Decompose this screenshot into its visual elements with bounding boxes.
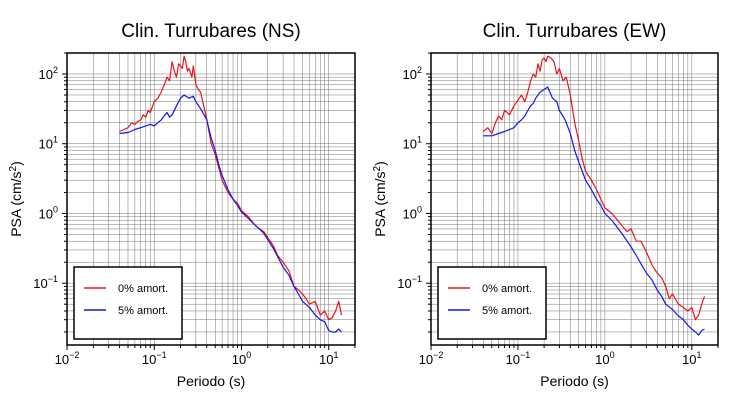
y-tick-label: 101 <box>403 135 422 152</box>
x-tick-label: 10−2 <box>419 350 444 367</box>
legend: 0% amort. 5% amort. <box>73 266 183 340</box>
legend-box <box>73 266 183 340</box>
y-tick-label: 100 <box>39 204 58 221</box>
x-tick-label: 10−2 <box>55 350 80 367</box>
y-axis-label: PSA (cm/s2) <box>372 161 388 237</box>
x-tick-label: 10−1 <box>142 350 167 367</box>
y-tick-label: 10−1 <box>397 274 422 291</box>
series-line-amort-0 <box>482 55 706 321</box>
legend-label: 5% amort. <box>482 305 532 317</box>
y-tick-label: 102 <box>403 65 422 82</box>
y-axis-label: PSA (cm/s2) <box>8 161 24 237</box>
legend-label: 5% amort. <box>118 305 168 317</box>
series-line-amort-5 <box>119 94 342 333</box>
y-tick-label: 10−1 <box>33 274 58 291</box>
x-tick-label: 100 <box>595 350 614 367</box>
chart-title: Clin. Turrubares (NS) <box>121 21 301 42</box>
plot-frame <box>66 52 356 346</box>
y-tick-label: 102 <box>39 65 58 82</box>
legend-box <box>437 266 547 340</box>
x-axis-label: Periodo (s) <box>177 373 245 389</box>
x-tick-label: 101 <box>682 350 701 367</box>
y-tick-label: 100 <box>403 204 422 221</box>
plot-frame <box>430 52 719 346</box>
series-line-amort-0 <box>119 55 343 321</box>
legend: 0% amort. 5% amort. <box>437 266 547 340</box>
chart-panel-ns: 10−2 10−1 100 101 10−1 100 101 102 Clin. Turruba… <box>8 21 356 389</box>
x-axis-label: Periodo (s) <box>540 373 608 389</box>
x-tick-label: 100 <box>232 350 251 367</box>
x-tick-label: 101 <box>319 350 338 367</box>
legend-label: 0% amort. <box>482 283 532 295</box>
x-tick-label: 10−1 <box>506 350 531 367</box>
chart-panel-ew: 10−2 10−1 100 101 10−1 100 101 102 Clin. Turruba… <box>372 21 719 389</box>
y-tick-label: 101 <box>39 135 58 152</box>
chart-title: Clin. Turrubares (EW) <box>483 21 667 42</box>
series-line-amort-5 <box>483 86 705 336</box>
legend-label: 0% amort. <box>118 283 168 295</box>
